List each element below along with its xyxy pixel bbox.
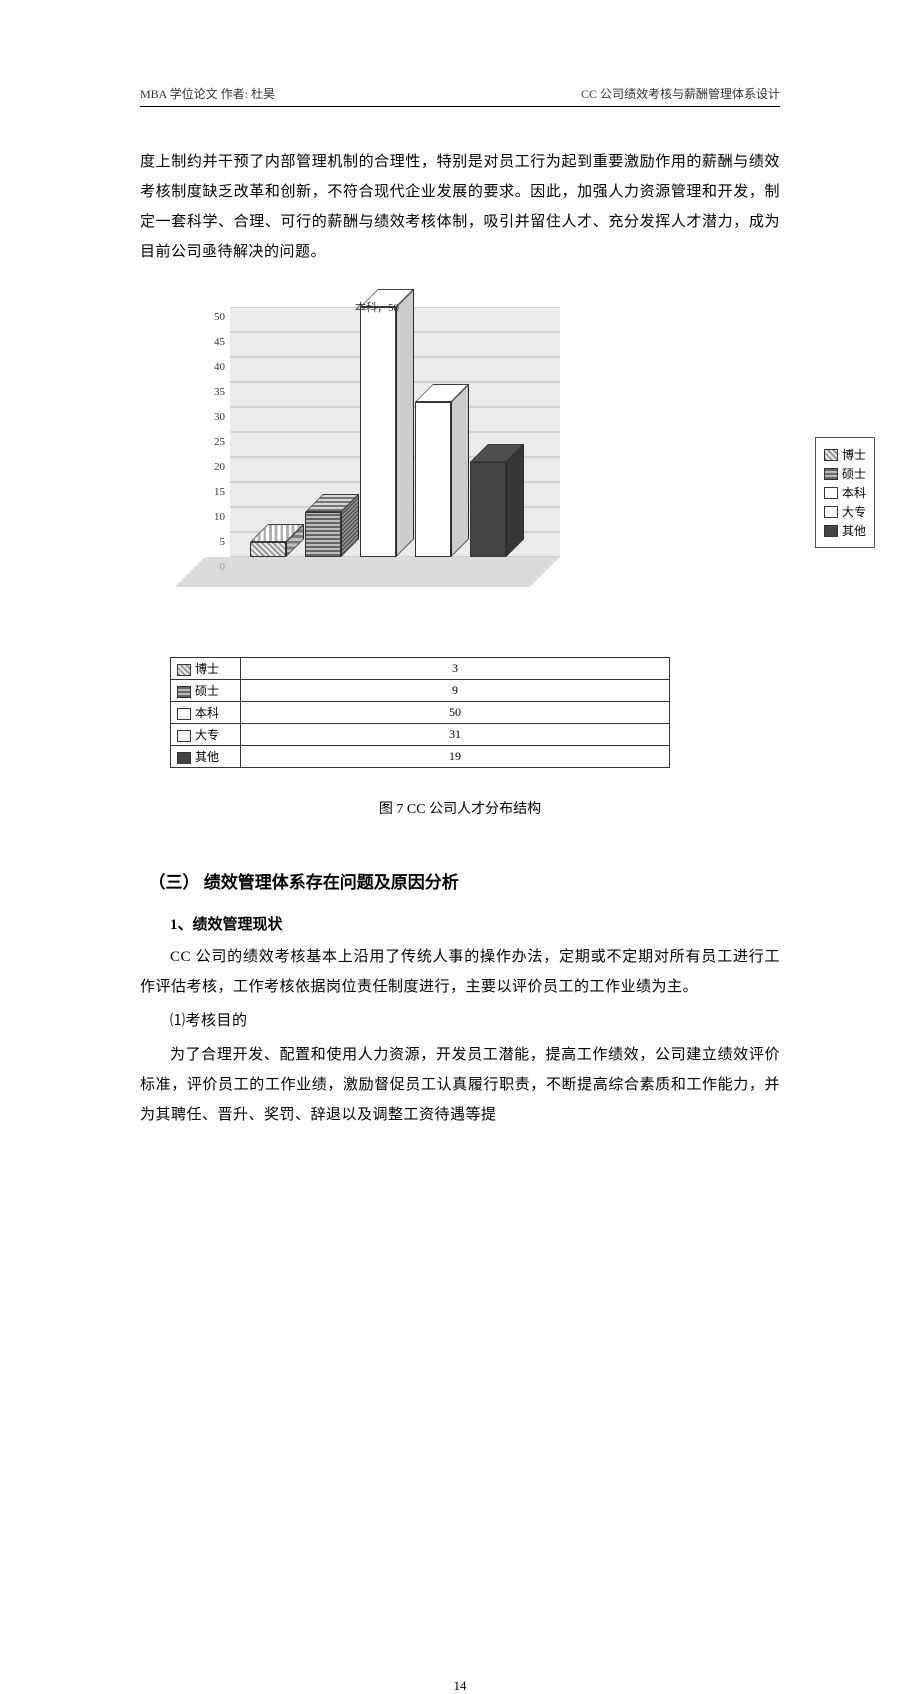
body-paragraph-1: 度上制约并干预了内部管理机制的合理性，特别是对员工行为起到重要激励作用的薪酬与绩… xyxy=(140,147,780,267)
y-tick-label: 30 xyxy=(214,411,225,423)
section-heading-4: 1、绩效管理现状 xyxy=(140,913,780,934)
chart-legend: 博士硕士本科大专其他 xyxy=(815,437,875,548)
body-paragraph-4: 为了合理开发、配置和使用人力资源，开发员工潜能，提高工作绩效，公司建立绩效评价标… xyxy=(140,1040,780,1130)
table-label-cell: 博士 xyxy=(171,658,241,680)
y-axis-labels: 05101520253035404550 xyxy=(205,307,227,557)
legend-swatch xyxy=(824,525,838,537)
y-tick-label: 35 xyxy=(214,386,225,398)
legend-label: 本科 xyxy=(842,484,866,501)
table-swatch xyxy=(177,752,191,764)
table-row: 硕士9 xyxy=(171,680,670,702)
table-swatch xyxy=(177,708,191,720)
table-row: 其他19 xyxy=(171,746,670,768)
legend-item-master: 硕士 xyxy=(824,465,866,482)
legend-swatch xyxy=(824,468,838,480)
legend-item-other: 其他 xyxy=(824,522,866,539)
table-row: 博士3 xyxy=(171,658,670,680)
table-row: 大专31 xyxy=(171,724,670,746)
y-tick-label: 15 xyxy=(214,486,225,498)
legend-label: 其他 xyxy=(842,522,866,539)
table-value-cell: 19 xyxy=(241,746,670,768)
table-value-cell: 31 xyxy=(241,724,670,746)
legend-item-junior: 大专 xyxy=(824,503,866,520)
table-value-cell: 9 xyxy=(241,680,670,702)
table-swatch xyxy=(177,730,191,742)
page-number: 14 xyxy=(454,1678,467,1694)
y-tick-label: 50 xyxy=(214,311,225,323)
y-tick-label: 5 xyxy=(220,536,226,548)
table-label-cell: 其他 xyxy=(171,746,241,768)
y-tick-label: 40 xyxy=(214,361,225,373)
legend-swatch xyxy=(824,449,838,461)
chart-floor xyxy=(175,557,560,587)
table-label-cell: 本科 xyxy=(171,702,241,724)
legend-swatch xyxy=(824,506,838,518)
legend-label: 博士 xyxy=(842,446,866,463)
y-tick-label: 20 xyxy=(214,461,225,473)
figure-caption: 图 7 CC 公司人才分布结构 xyxy=(140,798,780,818)
section-heading-3: （三） 绩效管理体系存在问题及原因分析 xyxy=(140,868,780,893)
header-left: MBA 学位论文 作者: 杜昊 xyxy=(140,85,275,102)
table-label-cell: 硕士 xyxy=(171,680,241,702)
legend-label: 硕士 xyxy=(842,465,866,482)
chart-figure: 05101520253035404550 本科，50 博士硕士本科大专其他 博士… xyxy=(140,297,780,768)
table-row: 本科50 xyxy=(171,702,670,724)
body-paragraph-3: ⑴考核目的 xyxy=(140,1006,780,1036)
table-value-cell: 50 xyxy=(241,702,670,724)
chart-top-label: 本科，50 xyxy=(355,299,399,315)
table-label-cell: 大专 xyxy=(171,724,241,746)
y-tick-label: 10 xyxy=(214,511,225,523)
y-tick-label: 45 xyxy=(214,336,225,348)
legend-swatch xyxy=(824,487,838,499)
chart-plot-3d: 本科，50 xyxy=(230,307,560,577)
legend-item-bachelor: 本科 xyxy=(824,484,866,501)
y-tick-label: 25 xyxy=(214,436,225,448)
table-value-cell: 3 xyxy=(241,658,670,680)
table-swatch xyxy=(177,664,191,676)
body-paragraph-2: CC 公司的绩效考核基本上沿用了传统人事的操作办法，定期或不定期对所有员工进行工… xyxy=(140,942,780,1002)
legend-label: 大专 xyxy=(842,503,866,520)
header-right: CC 公司绩效考核与薪酬管理体系设计 xyxy=(581,85,780,102)
table-swatch xyxy=(177,686,191,698)
chart-data-table: 博士3硕士9本科50大专31其他19 xyxy=(170,657,670,768)
legend-item-doctor: 博士 xyxy=(824,446,866,463)
